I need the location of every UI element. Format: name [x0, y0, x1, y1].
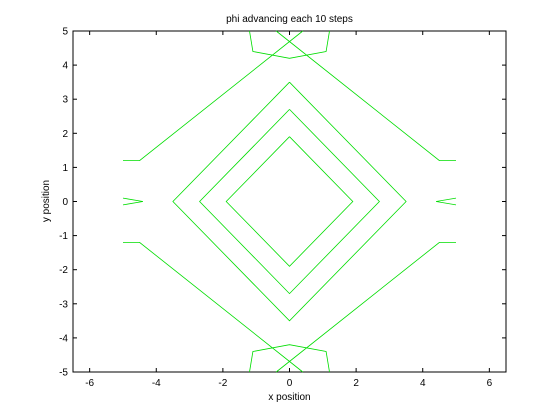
y-tick-label: -1 — [59, 231, 68, 242]
x-tick-label: 0 — [287, 378, 293, 389]
contour-line-7 — [275, 30, 456, 162]
y-tick-label: 0 — [62, 197, 68, 208]
x-tick-label: 6 — [487, 378, 493, 389]
plot-area — [72, 30, 507, 373]
y-tick-label: 5 — [62, 27, 68, 38]
y-tick-label: 1 — [62, 163, 68, 174]
x-tick-label: -6 — [85, 378, 94, 389]
contour-line-9 — [275, 241, 456, 373]
contour-line-8 — [123, 30, 304, 162]
contour-line-1 — [199, 109, 380, 295]
x-tick-label: 2 — [353, 378, 359, 389]
contour-line-4 — [249, 344, 330, 373]
y-tick-label: 3 — [62, 95, 68, 106]
contour-line-10 — [123, 241, 304, 373]
x-tick-label: -4 — [152, 378, 161, 389]
contour-line-5 — [436, 197, 457, 206]
contour-line-0 — [225, 136, 354, 267]
y-tick-label: 2 — [62, 129, 68, 140]
contour-line-3 — [249, 30, 330, 59]
y-tick-label: 4 — [62, 61, 68, 72]
tick-layer: -6 -4 -2 0 2 4 6 -5 -4 -3 -2 -1 0 1 2 3 4 5 — [59, 27, 506, 389]
y-tick-label: -5 — [59, 368, 68, 379]
y-tick-label: -4 — [59, 333, 68, 344]
y-axis-label: y position — [41, 180, 52, 222]
x-tick-label: 4 — [420, 378, 426, 389]
y-tick-label: -2 — [59, 265, 68, 276]
series-layer — [122, 30, 457, 373]
x-axis-label: x position — [268, 392, 310, 403]
contour-line-2 — [172, 81, 407, 322]
contour-line-6 — [122, 197, 143, 206]
y-tick-label: -3 — [59, 299, 68, 310]
chart-title: phi advancing each 10 steps — [226, 14, 353, 25]
x-tick-label: -2 — [218, 378, 227, 389]
